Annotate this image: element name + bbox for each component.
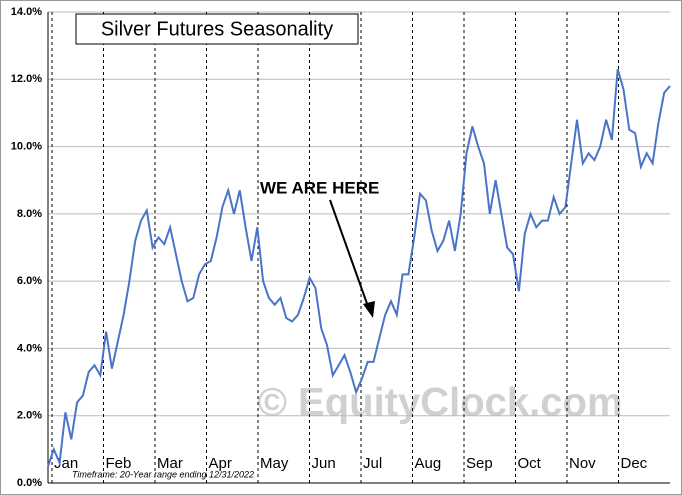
- x-tick-label: Dec: [621, 455, 648, 472]
- x-tick-label: Aug: [415, 455, 442, 472]
- watermark: © EquityClock.com: [257, 381, 622, 425]
- arrow-head: [363, 301, 375, 318]
- x-tick-label: Jul: [363, 455, 382, 472]
- x-tick-label: Nov: [569, 455, 596, 472]
- x-tick-label: Apr: [209, 455, 232, 472]
- series-line: [47, 68, 671, 467]
- annotation-arrow: [329, 199, 371, 313]
- y-tick-label: 14.0%: [11, 6, 42, 18]
- x-tick-label: Feb: [106, 455, 132, 472]
- footnote: Timeframe: 20-Year range ending 12/31/20…: [72, 469, 254, 479]
- y-tick-label: 10.0%: [11, 140, 42, 152]
- x-tick-label: Sep: [466, 455, 493, 472]
- x-tick-label: Jun: [312, 455, 336, 472]
- x-tick-label: Oct: [518, 455, 542, 472]
- y-tick-label: 4.0%: [17, 342, 42, 354]
- y-tick-label: 12.0%: [11, 73, 42, 85]
- y-tick-label: 0.0%: [17, 477, 42, 489]
- x-tick-label: May: [260, 455, 289, 472]
- annotation: WE ARE HERE: [260, 178, 379, 197]
- chart-title: Silver Futures Seasonality: [101, 18, 333, 40]
- y-tick-label: 6.0%: [17, 275, 42, 287]
- title-box: [75, 13, 359, 45]
- y-tick-label: 2.0%: [17, 410, 42, 422]
- y-tick-label: 8.0%: [17, 208, 42, 220]
- x-tick-label: Mar: [157, 455, 183, 472]
